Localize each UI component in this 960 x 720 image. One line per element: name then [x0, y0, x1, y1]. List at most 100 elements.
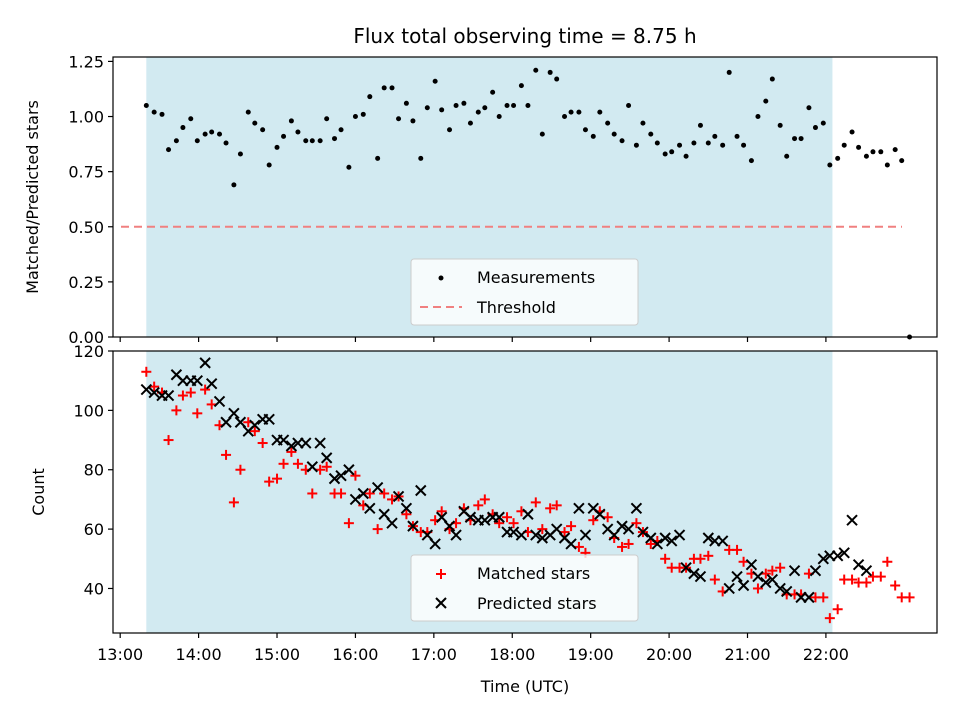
- matched-star-marker: [703, 550, 714, 561]
- measurement-point: [619, 138, 625, 144]
- measurement-point: [640, 120, 646, 126]
- legend-predicted-label: Predicted stars: [477, 594, 597, 613]
- matched-star-marker: [818, 592, 829, 603]
- measurement-point: [475, 109, 481, 115]
- x-tick-label: 14:00: [176, 645, 222, 664]
- matched-star-marker: [372, 524, 383, 535]
- measurement-point: [792, 136, 798, 142]
- measurement-point: [525, 103, 531, 109]
- bottom-x-ticks: 13:00 14:00 15:00 16:00 17:00 18:00 19:00 20:00…: [97, 633, 849, 664]
- measurement-point: [820, 120, 826, 126]
- measurement-point: [317, 138, 323, 144]
- predicted-star-marker: [392, 490, 405, 503]
- predicted-star-marker: [673, 529, 686, 541]
- measurement-point: [360, 111, 366, 117]
- matched-star-marker: [350, 470, 361, 481]
- x-tick-label: 18:00: [489, 645, 535, 664]
- measurement-point: [217, 131, 223, 137]
- measurement-point: [633, 142, 639, 148]
- measurement-point: [705, 140, 711, 146]
- predicted-star-marker: [429, 538, 441, 550]
- predicted-star-marker: [435, 511, 448, 523]
- predicted-star-marker: [665, 535, 678, 547]
- matched-star-marker: [292, 458, 303, 469]
- predicted-star-marker: [688, 567, 700, 580]
- predicted-star-marker: [651, 538, 664, 550]
- predicted-star-marker: [249, 419, 261, 431]
- measurement-point: [490, 89, 496, 95]
- y-tick-label: 100: [73, 401, 104, 420]
- matched-star-marker: [200, 384, 211, 395]
- measurement-point: [352, 114, 358, 120]
- measurement-point: [309, 138, 315, 144]
- measurement-point: [554, 76, 560, 82]
- measurement-point: [288, 118, 294, 124]
- measurement-point: [841, 142, 847, 148]
- predicted-star-marker: [838, 547, 850, 559]
- count-chart-panel: 40 60 80 100 120 13:00 14:00 15:00 16:00 17:00 18…: [29, 342, 938, 696]
- matched-star-marker: [473, 500, 484, 511]
- predicted-star-marker: [737, 579, 750, 592]
- measurement-point: [755, 114, 761, 120]
- predicted-star-marker: [637, 526, 649, 538]
- measurement-point: [188, 116, 194, 122]
- predicted-star-marker: [335, 469, 347, 482]
- matched-star-marker: [206, 399, 217, 410]
- measurement-point: [734, 133, 740, 139]
- matched-star-marker: [257, 438, 268, 449]
- measurement-point: [763, 98, 769, 104]
- measurement-point: [274, 144, 280, 150]
- y-tick-label: 0.50: [68, 218, 104, 237]
- matched-star-marker: [551, 500, 562, 511]
- matched-star-marker: [767, 565, 778, 576]
- predicted-star-marker: [228, 407, 240, 420]
- y-tick-label: 0.75: [68, 163, 104, 182]
- x-tick-label: 20:00: [646, 645, 692, 664]
- measurement-point: [568, 109, 574, 115]
- matched-star-marker: [775, 562, 786, 573]
- matched-star-marker: [824, 613, 835, 624]
- predicted-star-marker: [723, 582, 735, 595]
- measurement-point: [346, 164, 352, 170]
- measurement-point: [266, 162, 272, 168]
- measurement-point: [691, 140, 697, 146]
- measurement-point: [812, 125, 818, 131]
- predicted-star-marker: [731, 570, 743, 583]
- matched-star-marker: [882, 556, 893, 567]
- predicted-star-marker: [464, 511, 477, 523]
- measurement-point: [856, 144, 862, 150]
- measurement-point: [849, 129, 855, 135]
- measurement-point: [562, 114, 568, 120]
- predicted-star-marker: [479, 514, 491, 526]
- predicted-star-marker: [846, 514, 858, 526]
- predicted-star-marker: [536, 532, 549, 544]
- measurement-point: [806, 105, 812, 111]
- matched-star-marker: [364, 488, 375, 499]
- measurement-point: [375, 155, 381, 161]
- measurement-point: [518, 83, 524, 89]
- y-tick-label: 1.00: [68, 108, 104, 127]
- matched-star-marker: [847, 574, 858, 585]
- matched-star-marker: [494, 518, 505, 529]
- predicted-star-marker: [774, 582, 786, 595]
- matched-star-marker: [631, 518, 642, 529]
- measurement-point: [281, 133, 287, 139]
- measurement-point: [683, 153, 689, 159]
- legend-measurements-marker: [438, 275, 444, 281]
- predicted-star-marker: [371, 481, 384, 494]
- predicted-star-marker: [443, 520, 456, 532]
- predicted-star-marker: [565, 538, 577, 550]
- matched-star-marker: [508, 518, 519, 529]
- top-y-ticks: 0.00 0.25 0.50 0.75 1.00 1.25: [68, 52, 113, 347]
- matched-star-marker: [861, 577, 872, 588]
- measurement-point: [324, 116, 330, 122]
- predicted-star-marker: [199, 357, 211, 369]
- matched-star-marker: [479, 494, 490, 505]
- measurement-point: [539, 131, 545, 137]
- predicted-star-marker: [760, 576, 772, 589]
- predicted-star-marker: [213, 395, 226, 408]
- top-x-ticks: [119, 337, 827, 342]
- predicted-star-marker: [573, 502, 585, 515]
- predicted-star-marker: [220, 416, 232, 428]
